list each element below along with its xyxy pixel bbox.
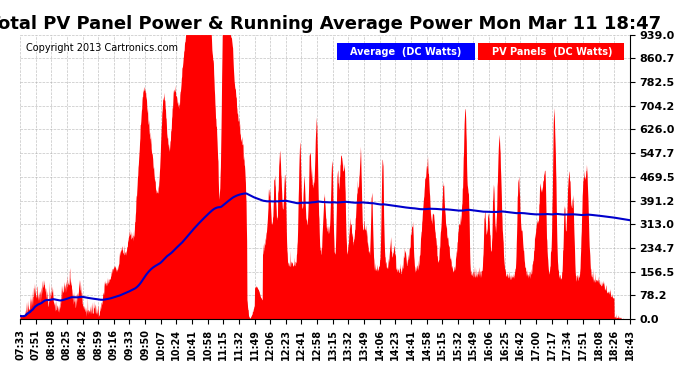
FancyBboxPatch shape xyxy=(337,43,475,60)
Text: Average  (DC Watts): Average (DC Watts) xyxy=(351,46,462,57)
Text: Copyright 2013 Cartronics.com: Copyright 2013 Cartronics.com xyxy=(26,43,178,53)
Title: Total PV Panel Power & Running Average Power Mon Mar 11 18:47: Total PV Panel Power & Running Average P… xyxy=(0,15,662,33)
FancyBboxPatch shape xyxy=(477,43,624,60)
Text: PV Panels  (DC Watts): PV Panels (DC Watts) xyxy=(492,46,612,57)
